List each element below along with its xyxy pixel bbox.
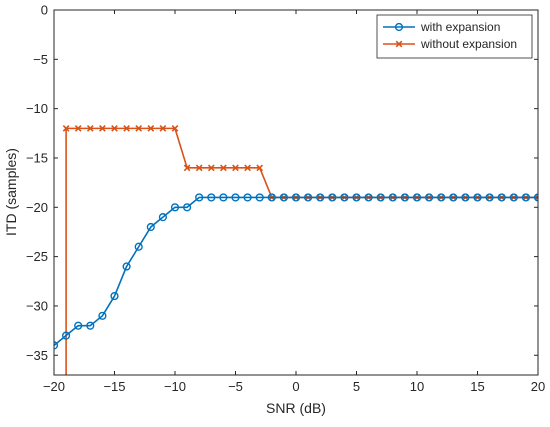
data-point-without-expansion: [99, 125, 106, 132]
data-point-with-expansion: [437, 193, 446, 202]
data-point-with-expansion: [146, 222, 155, 232]
data-point-with-expansion: [54, 341, 59, 350]
data-point-without-expansion: [171, 125, 179, 132]
data-point-with-expansion: [352, 193, 361, 202]
data-point-without-expansion: [159, 125, 167, 132]
data-point-with-expansion: [340, 193, 349, 202]
data-point-without-expansion: [62, 125, 70, 132]
y-tick-label: −25: [26, 249, 48, 264]
data-point-without-expansion: [111, 125, 118, 132]
legend-box: [376, 14, 533, 59]
data-point-with-expansion: [485, 193, 494, 202]
data-point-without-expansion: [74, 125, 82, 132]
data-point-with-expansion: [521, 193, 531, 202]
legend-marker-without-expansion: [395, 40, 403, 48]
data-point-with-expansion: [267, 193, 276, 202]
series-layer: [54, 125, 538, 375]
x-tick-label: −10: [164, 379, 186, 394]
x-axis-title: SNR (dB): [266, 400, 326, 416]
data-point-without-expansion: [195, 164, 203, 172]
legend-label-with-expansion: with expansion: [420, 20, 500, 34]
y-tick-label: 0: [41, 3, 48, 18]
data-point-with-expansion: [110, 291, 119, 301]
y-tick-label: −35: [26, 348, 48, 363]
data-point-without-expansion: [86, 125, 94, 132]
x-axis: −20 −15 −10 −5 0 5 10 15 20: [43, 10, 545, 394]
data-point-with-expansion: [304, 193, 313, 202]
x-tick-label: 20: [531, 379, 545, 394]
data-point-with-expansion: [291, 193, 301, 202]
data-point-with-expansion: [86, 321, 95, 330]
legend-marker-with-expansion: [394, 22, 404, 32]
data-point-without-expansion: [256, 164, 264, 172]
data-point-with-expansion: [219, 193, 228, 202]
data-point-with-expansion: [328, 193, 337, 202]
y-tick-label: −10: [26, 101, 48, 116]
legend-entries: [383, 22, 415, 48]
x-tick-label: 0: [292, 379, 299, 394]
data-point-with-expansion: [74, 321, 83, 330]
data-point-with-expansion: [449, 193, 458, 202]
data-point-with-expansion: [316, 193, 325, 202]
data-point-with-expansion: [61, 331, 71, 340]
data-point-without-expansion: [232, 164, 239, 172]
data-point-without-expansion: [244, 164, 251, 172]
x-tick-label: 5: [353, 379, 360, 394]
data-point-without-expansion: [135, 125, 143, 132]
data-point-with-expansion: [158, 213, 168, 222]
data-point-with-expansion: [195, 193, 204, 202]
data-point-with-expansion: [412, 193, 422, 202]
data-point-without-expansion: [534, 194, 538, 201]
data-point-with-expansion: [376, 193, 385, 202]
series-with-expansion: [54, 193, 538, 350]
data-point-with-expansion: [388, 193, 397, 202]
data-point-with-expansion: [400, 193, 410, 202]
data-point-without-expansion: [207, 164, 215, 172]
y-tick-label: −15: [26, 150, 48, 165]
data-point-without-expansion: [220, 164, 227, 172]
data-point-with-expansion: [243, 193, 252, 202]
y-tick-label: −20: [26, 200, 48, 215]
data-point-with-expansion: [170, 203, 180, 212]
y-tick-label: −5: [33, 52, 48, 67]
x-tick-label: −5: [228, 379, 243, 394]
x-tick-label: −15: [103, 379, 125, 394]
y-axis-title: ITD (samples): [3, 148, 19, 236]
x-tick-label: 15: [470, 379, 484, 394]
data-point-with-expansion: [255, 193, 264, 202]
y-tick-label: −30: [26, 298, 48, 313]
plot-area: [54, 10, 538, 375]
legend-label-without-expansion: without expansion: [420, 37, 517, 51]
data-point-with-expansion: [207, 193, 216, 202]
data-point-without-expansion: [147, 125, 155, 132]
y-axis: 0 −5 −10 −15 −20 −25 −30 −35: [26, 3, 538, 363]
data-point-with-expansion: [461, 193, 470, 202]
x-tick-label: 10: [410, 379, 424, 394]
data-point-with-expansion: [473, 193, 482, 202]
data-point-with-expansion: [183, 203, 192, 212]
data-point-with-expansion: [279, 193, 289, 202]
data-point-with-expansion: [497, 193, 506, 202]
data-point-with-expansion: [231, 193, 240, 202]
data-point-with-expansion: [364, 193, 373, 202]
data-point-without-expansion: [183, 164, 191, 172]
data-point-with-expansion: [509, 193, 518, 202]
x-tick-label: −20: [43, 379, 65, 394]
data-point-with-expansion: [425, 193, 434, 202]
data-point-without-expansion: [123, 125, 130, 132]
legend: with expansion without expansion: [376, 14, 533, 59]
data-point-with-expansion: [122, 262, 131, 271]
data-point-with-expansion: [98, 311, 107, 320]
data-point-with-expansion: [134, 242, 143, 251]
